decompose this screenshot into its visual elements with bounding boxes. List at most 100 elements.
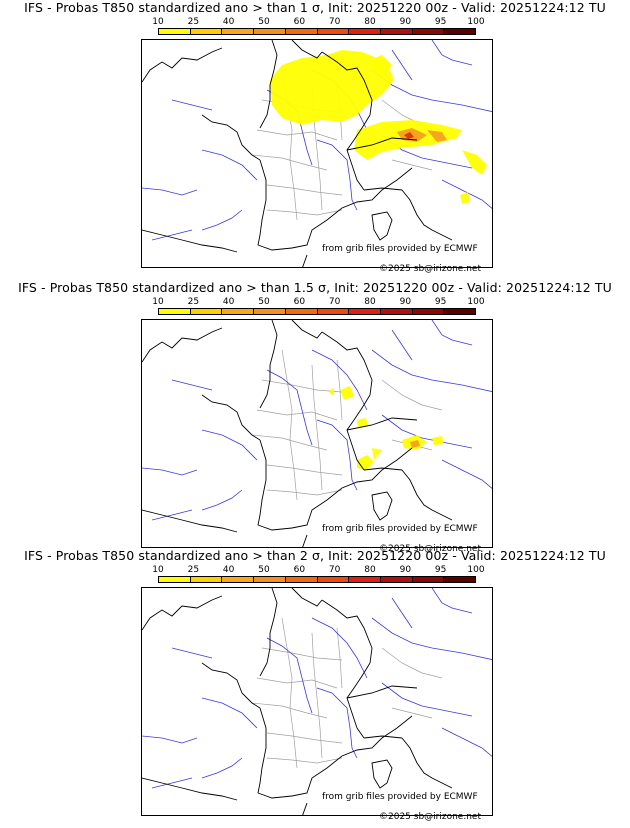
colorscale-bar (158, 576, 476, 583)
colorscale-label: 40 (222, 565, 235, 575)
probability-area (330, 388, 334, 395)
colorscale-swatch (349, 577, 381, 582)
probability-area (427, 130, 447, 142)
river-line (151, 777, 193, 789)
colorscale-label: 70 (328, 297, 341, 307)
coastline (291, 447, 413, 529)
colorscale-swatch (285, 309, 318, 314)
colorscale-swatch (222, 577, 255, 582)
colorscale-swatch (159, 309, 191, 314)
coastline (302, 254, 308, 267)
colorscale-swatch (317, 29, 350, 34)
country-border (363, 735, 403, 739)
colorscale-swatch (349, 309, 381, 314)
coastline (201, 114, 261, 161)
probability-area (462, 150, 487, 175)
colorscale-swatch (254, 309, 286, 314)
source-credit: from grib files provided by ECMWF (322, 792, 478, 802)
river-line (381, 414, 473, 449)
coastline (291, 40, 323, 59)
region-boundary (266, 489, 343, 496)
coastline (401, 737, 453, 789)
colorscale-label: 100 (467, 17, 485, 27)
coastline (259, 320, 278, 409)
region-boundary (266, 184, 343, 196)
map-panel-1-5-sigma: IFS - Probas T850 standardized ano > tha… (0, 280, 630, 554)
colorscale-label: 50 (258, 17, 270, 27)
river-line (201, 429, 258, 461)
region-boundary (311, 364, 323, 491)
river-line (201, 149, 258, 181)
colorscale-swatch (444, 577, 476, 582)
region-boundary (381, 647, 443, 679)
river-line (431, 320, 473, 346)
colorscale-label: 10 (152, 297, 164, 307)
colorscale-label: 40 (222, 17, 235, 27)
colorscale-label: 70 (328, 565, 341, 575)
region-boundary (256, 129, 338, 141)
region-boundary (381, 379, 443, 411)
region-boundary (251, 434, 328, 451)
panel-title: IFS - Probas T850 standardized ano > tha… (24, 0, 606, 15)
river-line (441, 459, 492, 489)
probability-area (357, 455, 374, 470)
coastline (201, 662, 261, 709)
colorscale-labels: 10 25 40 50 60 70 80 90 95 100 (152, 565, 484, 576)
river-line (201, 757, 243, 779)
river-line (441, 179, 492, 209)
copyright: ©2025 sb@irizone.net (379, 812, 481, 822)
coastline (371, 491, 393, 521)
probability-map (141, 587, 493, 816)
colorscale-label: 10 (152, 565, 164, 575)
colorscale-label: 100 (467, 297, 485, 307)
colorscale-swatch (444, 309, 476, 314)
country-border (363, 467, 403, 471)
river-line (391, 597, 413, 629)
river-line (201, 209, 243, 231)
river-line (171, 647, 213, 659)
river-line (371, 617, 492, 660)
colorscale-swatch (444, 29, 476, 34)
copyright: ©2025 sb@irizone.net (379, 544, 481, 554)
colorscale-swatch (412, 29, 445, 34)
colorscale-bar (158, 308, 476, 315)
region-boundary (281, 617, 298, 769)
colorscale-label: 80 (364, 17, 376, 27)
colorscale-label: 60 (293, 565, 306, 575)
colorscale-label: 50 (258, 297, 270, 307)
colorscale-label: 90 (399, 17, 412, 27)
region-boundary (336, 627, 343, 689)
colorscale-swatch (412, 577, 445, 582)
panel-title: IFS - Probas T850 standardized ano > tha… (24, 548, 606, 563)
river-line (142, 467, 198, 476)
region-boundary (391, 159, 433, 171)
river-line (142, 187, 198, 196)
coastline (257, 159, 293, 251)
river-line (311, 617, 368, 679)
country-border (321, 331, 373, 396)
colorscale-label: 90 (399, 565, 412, 575)
river-line (431, 588, 473, 614)
coastline (291, 588, 323, 607)
river-line (316, 687, 358, 759)
colorscale-swatch (380, 577, 413, 582)
colorscale-swatch (317, 309, 350, 314)
country-border (321, 51, 373, 116)
colorscale-label: 25 (187, 297, 200, 307)
river-line (151, 509, 193, 521)
region-boundary (256, 677, 338, 689)
map-svg (142, 588, 492, 815)
colorscale-swatch (349, 29, 381, 34)
colorscale-bar (158, 28, 476, 35)
colorscale-label: 90 (399, 297, 412, 307)
region-boundary (251, 154, 328, 171)
colorscale-swatch (412, 309, 445, 314)
coastline (257, 439, 293, 531)
river-line (201, 489, 243, 511)
map-panel-2-sigma: IFS - Probas T850 standardized ano > tha… (0, 548, 630, 822)
river-line (391, 329, 413, 361)
river-line (316, 419, 358, 491)
river-line (266, 369, 313, 446)
coastline (142, 777, 238, 801)
probability-map (141, 319, 493, 548)
